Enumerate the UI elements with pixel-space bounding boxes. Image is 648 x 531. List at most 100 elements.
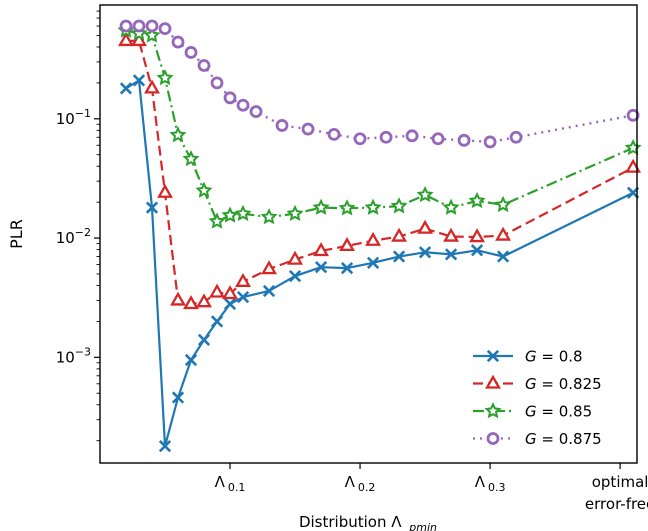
plot-frame xyxy=(99,4,638,464)
series-layer xyxy=(117,19,642,453)
data-point xyxy=(145,201,159,214)
data-point xyxy=(496,250,510,263)
data-point xyxy=(196,293,212,308)
data-point xyxy=(209,283,225,298)
series-line xyxy=(126,39,634,306)
data-point xyxy=(197,333,211,347)
y-axis-label: PLR xyxy=(7,219,26,249)
data-point xyxy=(495,226,512,241)
legend-marker xyxy=(486,432,500,445)
data-point xyxy=(468,191,486,209)
data-point xyxy=(182,150,200,167)
data-point xyxy=(210,315,224,328)
x-axis-label-sub: pmin xyxy=(408,521,437,531)
data-point xyxy=(625,158,642,173)
data-point xyxy=(457,133,471,147)
y-axis: 10−3 10−2 10−1 xyxy=(56,10,100,442)
data-point xyxy=(353,132,367,146)
data-point xyxy=(416,185,434,203)
data-point xyxy=(158,22,172,36)
data-point xyxy=(197,59,211,72)
y-tick-label: 10−2 xyxy=(56,226,91,247)
data-point xyxy=(391,227,408,242)
data-point xyxy=(340,261,354,275)
x-tick-label: Λ 0.2 xyxy=(345,473,376,494)
data-point xyxy=(417,219,434,234)
data-point xyxy=(327,128,341,141)
data-point xyxy=(418,246,432,259)
data-point xyxy=(624,138,642,156)
data-point xyxy=(262,284,276,298)
data-point xyxy=(390,197,408,214)
data-point xyxy=(313,242,329,257)
data-point xyxy=(443,227,460,242)
data-point xyxy=(275,119,289,132)
data-point xyxy=(288,269,302,283)
legend-marker xyxy=(484,402,502,419)
data-point xyxy=(156,69,174,86)
legend-item: G = 0.8 xyxy=(473,348,583,366)
data-point xyxy=(339,237,356,252)
data-point xyxy=(260,208,278,225)
data-point xyxy=(338,199,356,216)
data-point xyxy=(364,198,382,215)
data-point xyxy=(208,212,226,229)
data-point xyxy=(195,181,213,198)
data-point xyxy=(132,74,146,87)
data-point xyxy=(236,290,250,304)
series-0 xyxy=(119,74,640,453)
legend-marker xyxy=(485,374,501,389)
legend-label: G = 0.875 xyxy=(525,430,602,448)
data-point xyxy=(392,250,406,263)
data-point xyxy=(223,297,237,311)
data-point xyxy=(236,98,250,112)
data-point xyxy=(171,35,185,49)
data-point xyxy=(130,24,148,41)
data-point xyxy=(442,198,460,215)
x-tick-label: optimal xyxy=(592,473,648,491)
data-point xyxy=(223,91,237,105)
data-point xyxy=(286,204,304,221)
x-tick-label-line2: error-free xyxy=(585,495,648,513)
x-tick-label: Λ 0.1 xyxy=(215,473,246,494)
data-point xyxy=(235,272,251,287)
data-point xyxy=(494,195,512,213)
data-point xyxy=(145,19,159,33)
data-point xyxy=(222,285,238,300)
data-point xyxy=(287,250,303,265)
data-point xyxy=(184,353,198,367)
legend-item: G = 0.825 xyxy=(473,374,602,393)
data-point xyxy=(221,206,239,223)
series-3 xyxy=(119,19,640,149)
data-point xyxy=(169,126,187,143)
data-point xyxy=(509,130,523,144)
data-point xyxy=(261,260,277,275)
data-point xyxy=(144,79,160,94)
data-point xyxy=(366,256,380,269)
legend-label: G = 0.85 xyxy=(525,403,592,421)
legend: G = 0.8 G = 0.825 G = 0.85 G = 0.875 xyxy=(473,348,602,448)
data-point xyxy=(312,198,330,215)
data-point xyxy=(131,32,147,47)
legend-item: G = 0.85 xyxy=(473,402,592,421)
data-point xyxy=(157,183,173,198)
data-point xyxy=(405,129,419,143)
x-axis: Λ0.1 Λ0.2 Λ0.3 optimal error-free xyxy=(215,463,648,513)
data-point xyxy=(158,440,172,453)
data-point xyxy=(431,132,445,146)
data-point xyxy=(626,108,640,122)
data-point xyxy=(143,26,161,43)
data-point xyxy=(171,391,185,404)
data-point xyxy=(118,32,134,47)
y-tick-label: 10−1 xyxy=(56,107,91,128)
legend-item: G = 0.875 xyxy=(473,430,602,448)
data-point xyxy=(184,46,198,59)
x-axis-label-main: Distribution Λ xyxy=(299,513,402,531)
data-point xyxy=(249,105,263,118)
series-1 xyxy=(118,32,642,310)
data-point xyxy=(183,295,199,310)
data-point xyxy=(379,130,393,144)
data-point xyxy=(365,231,382,246)
data-point xyxy=(132,19,146,33)
